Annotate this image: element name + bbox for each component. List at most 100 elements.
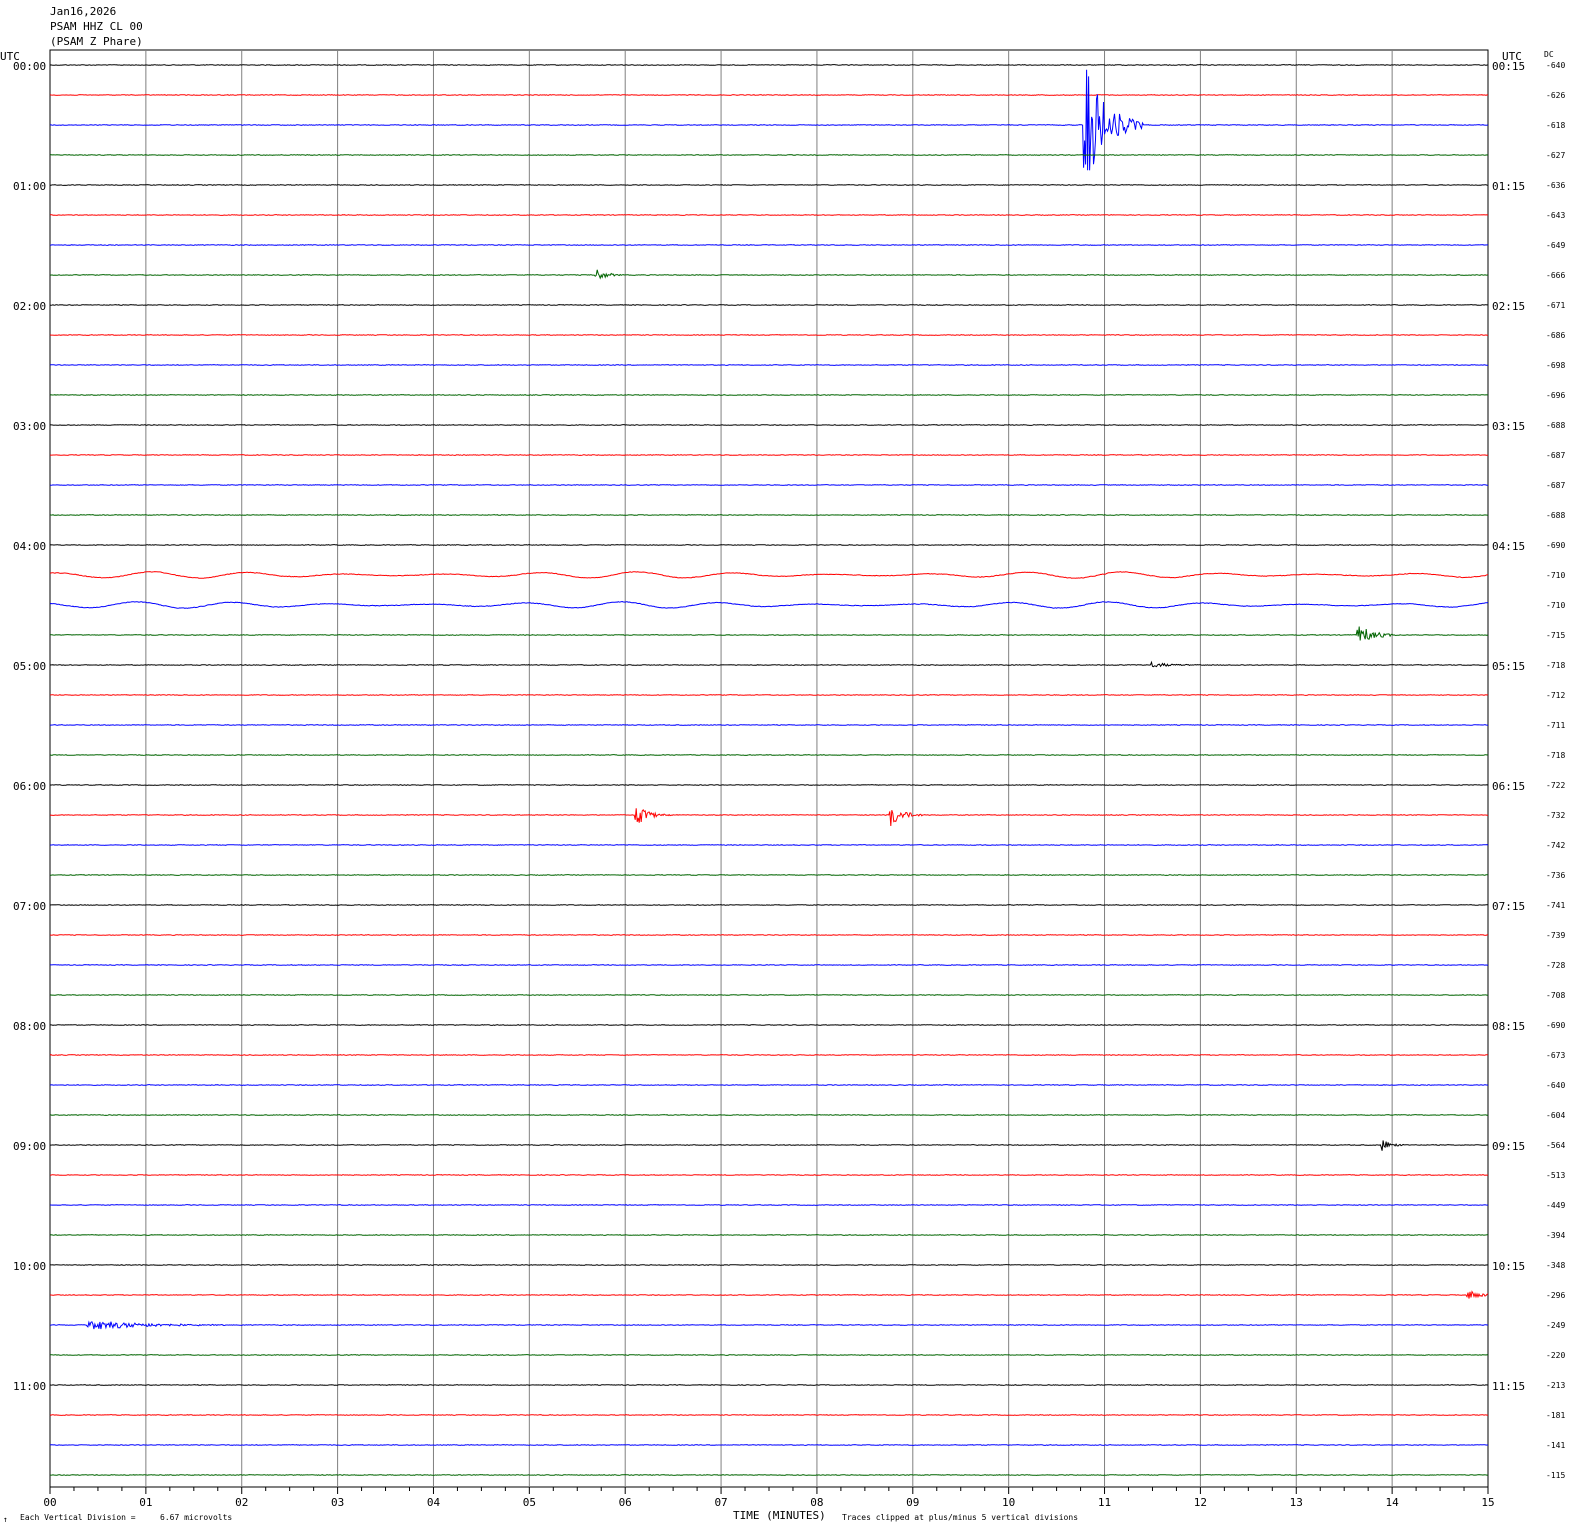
dc-offset-label: -348 [1546,1261,1565,1270]
dc-offset-label: -736 [1546,871,1565,880]
trace-line [49,724,1489,726]
x-tick-label: 02 [235,1496,248,1509]
left-hour-label: 05:00 [13,660,46,673]
trace-line [49,94,1488,96]
dc-offset-label: -722 [1546,781,1565,790]
left-hour-label: 00:00 [13,60,46,73]
trace-line [50,1114,1489,1116]
left-hour-label: 08:00 [13,1020,46,1033]
x-tick-label: 10 [1002,1496,1015,1509]
x-tick-label: 00 [43,1496,56,1509]
right-hour-label: 01:15 [1492,180,1525,193]
right-hour-label: 00:15 [1492,60,1525,73]
left-hour-label: 07:00 [13,900,46,913]
header-date: Jan16,2026 [50,5,117,18]
x-axis-label: TIME (MINUTES) [733,1509,826,1522]
dc-offset-label: -688 [1546,511,1565,520]
trace-line [49,514,1489,516]
trace-line [49,904,1488,906]
trace-line [49,544,1489,546]
trace-line [49,334,1489,336]
trace-line [50,184,1489,186]
x-tick-label: 15 [1481,1496,1494,1509]
dc-offset-label: -564 [1546,1141,1565,1150]
dc-offset-label: -649 [1546,241,1565,250]
dc-offset-label: -673 [1546,1051,1565,1060]
clip-note: Traces clipped at plus/minus 5 vertical … [842,1513,1079,1522]
dc-offset-label: -690 [1546,541,1565,550]
dc-offset-label: -640 [1546,61,1565,70]
dc-offset-label: -627 [1546,151,1565,160]
dc-offset-label: -604 [1546,1111,1565,1120]
trace-line [49,214,1489,216]
trace-line [49,808,1489,827]
corner-mark: ↑ [3,1515,8,1524]
x-tick-label: 03 [331,1496,344,1509]
right-hour-label: 07:15 [1492,900,1525,913]
right-axis-title: UTC [1502,50,1522,63]
dc-offset-label: -249 [1546,1321,1565,1330]
axis-label-group: 00 01 02 03 04 05 06 07 08 09 10 11 12 13 14 15 -640 00:0… [13,60,1565,1509]
trace-line [49,244,1489,246]
header-station: PSAM HHZ CL 00 [50,20,143,33]
trace-line [49,660,1488,668]
plot-frame [49,49,1489,1488]
left-hour-label: 02:00 [13,300,46,313]
dc-offset-label: -741 [1546,901,1565,910]
dc-offset-label: -394 [1546,1231,1565,1240]
left-hour-label: 06:00 [13,780,46,793]
trace-line [49,304,1488,306]
trace-line [49,1234,1489,1236]
minute-grid [49,49,1489,1494]
header-station-name: (PSAM Z Phare) [50,35,143,48]
dc-offset-label: -181 [1546,1411,1565,1420]
trace-line [49,600,1489,609]
x-tick-label: 04 [427,1496,441,1509]
dc-offset-label: -666 [1546,271,1565,280]
trace-line [49,364,1489,366]
trace-line [49,154,1489,156]
dc-offset-label: -687 [1546,451,1565,460]
trace-line [49,424,1489,426]
dc-offset-label: -742 [1546,841,1565,850]
dc-offset-label: -618 [1546,121,1565,130]
dc-offset-label: -718 [1546,751,1565,760]
trace-line [49,626,1489,641]
x-tick-label: 01 [139,1496,152,1509]
x-tick-label: 12 [1194,1496,1207,1509]
left-axis-title: UTC [0,50,20,63]
dc-offset-label: -698 [1546,361,1565,370]
right-hour-label: 04:15 [1492,540,1525,553]
x-tick-label: 07 [714,1496,727,1509]
left-hour-label: 09:00 [13,1140,46,1153]
trace-line [50,1204,1489,1206]
dc-offset-label: -213 [1546,1381,1565,1390]
trace-line [49,1354,1489,1356]
trace-line [50,1474,1489,1476]
left-hour-label: 01:00 [13,180,46,193]
trace-line [50,1140,1489,1151]
dc-offset-label: -636 [1546,181,1565,190]
dc-offset-label: -732 [1546,811,1565,820]
trace-line [49,754,1489,756]
dc-offset-label: -715 [1546,631,1565,640]
trace-line [49,484,1489,486]
dc-offset-label: -710 [1546,571,1565,580]
x-tick-label: 06 [619,1496,632,1509]
dc-offset-label: -643 [1546,211,1565,220]
dc-offset-label: -449 [1546,1201,1565,1210]
right-hour-label: 02:15 [1492,300,1525,313]
trace-line [49,1384,1489,1386]
right-hour-label: 05:15 [1492,660,1525,673]
dc-offset-label: -626 [1546,91,1565,100]
trace-line [49,394,1488,396]
right-hour-label: 03:15 [1492,420,1525,433]
dc-offset-label: -220 [1546,1351,1565,1360]
dc-offset-label: -711 [1546,721,1565,730]
right-hour-label: 08:15 [1492,1020,1525,1033]
trace-line [49,69,1489,171]
right-hour-label: 10:15 [1492,1260,1525,1273]
trace-line [49,964,1489,966]
left-hour-label: 10:00 [13,1260,46,1273]
